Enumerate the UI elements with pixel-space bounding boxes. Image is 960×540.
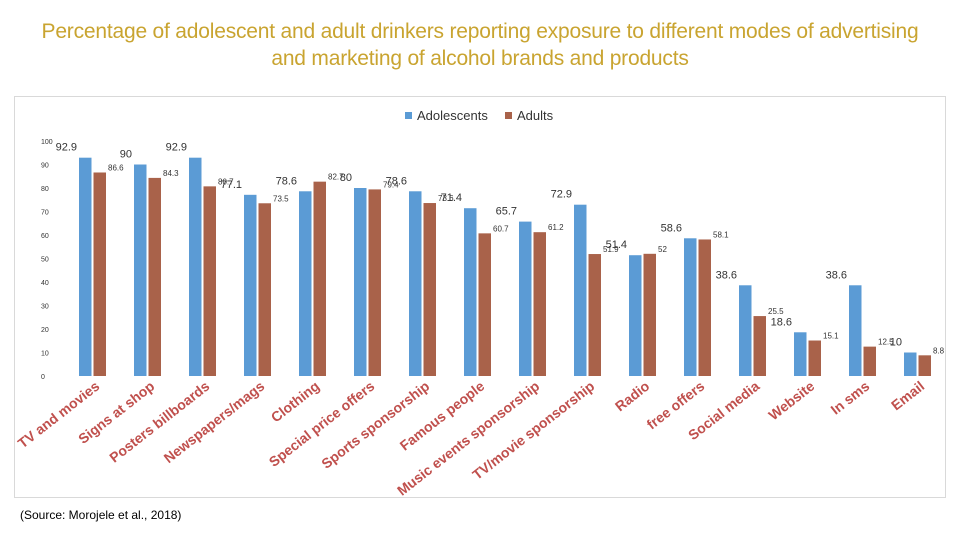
bar-adults (643, 253, 656, 376)
data-label-adults: 61.2 (548, 223, 564, 232)
bar-adults (808, 340, 821, 376)
bar-adolescents (684, 238, 697, 376)
bar-adolescents (244, 194, 257, 376)
y-tick-label: 10 (41, 351, 49, 358)
category-label: Posters billboards (106, 378, 212, 466)
chart-frame: Adolescents Adults 0 10 20 30 40 50 60 70 80 90 100 9… (14, 96, 946, 498)
data-label-adults: 73.6 (438, 194, 454, 203)
bar-adults (478, 233, 491, 376)
data-label-adolescents: 92.9 (56, 142, 77, 154)
bar-adults (258, 203, 271, 376)
data-label-adolescents: 38.6 (716, 269, 737, 281)
bar-adults (93, 172, 106, 376)
category-label: Radio (612, 378, 652, 415)
bar-adults (423, 203, 436, 376)
legend-swatch-adults (505, 112, 512, 119)
bar-adolescents (794, 332, 807, 376)
data-label-adults: 73.5 (273, 194, 289, 203)
y-tick-label: 60 (41, 233, 49, 240)
bar-adolescents (189, 157, 202, 376)
bar-adults (203, 186, 216, 376)
category-label: Website (765, 378, 817, 424)
data-label-adolescents: 78.6 (276, 175, 297, 187)
bar-adolescents (574, 204, 587, 376)
legend-swatch-adolescents (405, 112, 412, 119)
data-label-adults: 79.4 (383, 180, 399, 189)
bar-adolescents (354, 188, 367, 376)
y-tick-label: 20 (41, 327, 49, 334)
bar-adults (918, 355, 931, 376)
y-tick-label: 80 (41, 186, 49, 193)
data-label-adolescents: 71.4 (441, 192, 462, 204)
data-label-adults: 25.5 (768, 307, 784, 316)
data-label-adults: 60.7 (493, 224, 509, 233)
bar-adolescents (849, 285, 862, 376)
data-label-adolescents: 10 (890, 337, 902, 349)
category-label: Newspapers/mags (161, 378, 268, 466)
bar-adults (698, 239, 711, 376)
data-label-adolescents: 80 (340, 172, 352, 184)
category-label: In sms (828, 378, 873, 418)
data-label-adolescents: 65.7 (496, 206, 517, 218)
data-label-adolescents: 92.9 (166, 142, 187, 154)
bar-adults (533, 232, 546, 376)
y-tick-label: 30 (41, 304, 49, 311)
data-label-adults: 15.1 (823, 332, 839, 341)
data-label-adults: 82.7 (328, 173, 344, 182)
y-tick-label: 70 (41, 210, 49, 217)
data-label-adults: 52 (658, 245, 667, 254)
data-label-adolescents: 90 (120, 149, 132, 161)
data-label-adolescents: 78.6 (386, 175, 407, 187)
data-label-adults: 51.9 (603, 245, 619, 254)
data-label-adolescents: 77.1 (221, 179, 242, 191)
data-label-adults: 86.6 (108, 163, 124, 172)
y-tick-label: 90 (41, 163, 49, 170)
bar-adolescents (904, 352, 917, 376)
bar-adolescents (409, 191, 422, 376)
data-label-adolescents: 51.4 (606, 239, 627, 251)
bar-adolescents (629, 255, 642, 376)
category-label: Email (888, 378, 927, 414)
bar-adults (588, 254, 601, 376)
data-label-adolescents: 58.6 (661, 222, 682, 234)
data-label-adolescents: 18.6 (771, 316, 792, 328)
source-note: (Source: Morojele et al., 2018) (20, 508, 182, 522)
bar-adults (863, 346, 876, 376)
legend-label-adolescents: Adolescents (417, 108, 488, 123)
bar-adolescents (299, 191, 312, 376)
bar-adults (148, 177, 161, 376)
data-label-adolescents: 38.6 (826, 269, 847, 281)
bar-adolescents (134, 164, 147, 376)
bar-adolescents (79, 157, 92, 376)
y-tick-label: 100 (41, 139, 53, 146)
y-tick-label: 50 (41, 257, 49, 264)
data-label-adolescents: 72.9 (551, 189, 572, 201)
data-label-adults: 8.8 (933, 346, 945, 355)
y-tick-label: 40 (41, 280, 49, 287)
y-tick-label: 0 (41, 374, 45, 381)
data-label-adults: 12.5 (878, 338, 894, 347)
legend-label-adults: Adults (517, 108, 554, 123)
chart-title: Percentage of adolescent and adult drink… (41, 20, 919, 70)
data-label-adults: 58.1 (713, 230, 729, 239)
bar-adolescents (464, 208, 477, 376)
bar-adults (753, 316, 766, 376)
bar-adults (313, 181, 326, 376)
bar-adults (368, 189, 381, 376)
data-label-adults: 84.3 (163, 169, 179, 178)
bar-adolescents (739, 285, 752, 376)
data-label-adults: 80.7 (218, 177, 234, 186)
bar-adolescents (519, 221, 532, 376)
